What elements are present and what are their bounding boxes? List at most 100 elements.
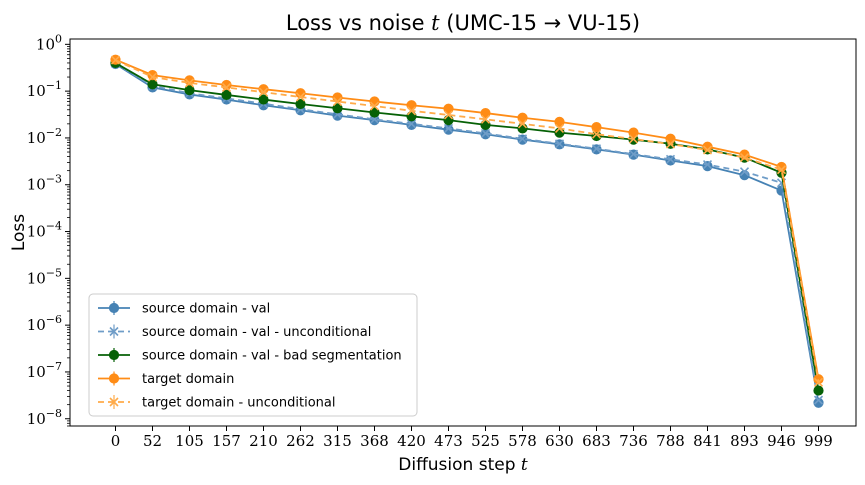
series-5-point xyxy=(628,134,639,144)
series-5-point xyxy=(369,101,380,111)
series-4-line xyxy=(115,58,820,380)
series-2-point xyxy=(591,144,602,154)
series-3-point xyxy=(443,115,454,126)
series-3-point xyxy=(517,123,528,134)
series-3-point xyxy=(184,85,195,96)
x-tick-label: 683 xyxy=(582,432,611,450)
legend-item: source domain - val - unconditional xyxy=(98,324,371,340)
series-3-point xyxy=(332,103,343,114)
series-1-point xyxy=(813,397,824,408)
x-tick-label: 105 xyxy=(175,432,204,450)
series-5-point xyxy=(221,82,232,92)
series-4 xyxy=(110,54,824,385)
series-2-point xyxy=(480,128,491,138)
series-5-point xyxy=(258,87,269,97)
legend-label: source domain - val - unconditional xyxy=(142,325,371,340)
x-tick-label: 578 xyxy=(508,432,537,450)
x-tick-label: 999 xyxy=(804,432,833,450)
series-4-point xyxy=(665,133,676,144)
legend-swatch-point xyxy=(108,302,120,314)
legend-swatch-point xyxy=(108,349,120,361)
y-tick-label: 10−1 xyxy=(27,79,62,100)
x-tick-label: 420 xyxy=(397,432,426,450)
x-tick-label: 630 xyxy=(545,432,574,450)
series-5-point xyxy=(406,106,417,116)
series-5-point xyxy=(184,78,195,88)
chart-title: Loss vs noise t (UMC-15 → VU-15) xyxy=(286,11,640,35)
series-5-point xyxy=(702,145,713,155)
series-5-point xyxy=(776,165,787,175)
legend-swatch-point xyxy=(108,373,120,384)
series-2-point xyxy=(406,119,417,129)
legend-label: source domain - val xyxy=(142,302,270,317)
legend-item: target domain - unconditional xyxy=(98,395,335,411)
series-4-point xyxy=(480,107,491,119)
series-5-point xyxy=(554,123,565,133)
series-3-point xyxy=(221,89,232,101)
series-4-point xyxy=(443,103,454,114)
series-4-point xyxy=(813,374,824,385)
series-2-line xyxy=(115,62,820,401)
series-1-point xyxy=(665,155,676,166)
series-5-point xyxy=(332,96,343,107)
x-axis: 0 52 105 157 210 262 315 368 420 473 525 578 630 683 7… xyxy=(111,426,833,450)
x-tick-label: 946 xyxy=(767,432,796,450)
series-2-point xyxy=(665,154,676,164)
series-4-point xyxy=(554,116,565,128)
series-4-point xyxy=(628,127,639,138)
x-tick-label: 157 xyxy=(212,432,241,450)
x-tick-label: 525 xyxy=(471,432,500,450)
series-2-point xyxy=(702,159,713,170)
series-layer xyxy=(110,54,824,408)
series-5-point xyxy=(295,92,306,102)
x-tick-label: 368 xyxy=(360,432,389,450)
y-axis-label: Loss xyxy=(9,214,29,251)
series-3-point xyxy=(295,98,306,110)
y-tick-label: 10−3 xyxy=(27,173,62,194)
x-tick-label: 262 xyxy=(286,432,315,450)
series-1-point xyxy=(702,161,713,172)
legend-label: target domain - unconditional xyxy=(142,396,335,411)
y-tick-label: 10−7 xyxy=(27,360,62,381)
x-axis-label: Diffusion step t xyxy=(398,455,528,475)
series-2-point xyxy=(517,134,528,144)
y-tick-label: 10−5 xyxy=(27,266,62,287)
plot-border xyxy=(69,38,857,427)
series-5-point xyxy=(517,119,528,129)
series-2-point xyxy=(554,139,565,149)
series-4-point xyxy=(369,96,380,107)
y-tick-label: 100 xyxy=(36,32,62,53)
series-2-point xyxy=(443,123,454,133)
series-4-point xyxy=(702,141,713,152)
x-tick-label: 210 xyxy=(249,432,278,450)
legend-item: source domain - val - bad segmentation xyxy=(98,348,402,364)
x-tick-label: 841 xyxy=(693,432,722,450)
legend: source domain - val source domain - val -… xyxy=(88,293,418,417)
x-tick-label: 736 xyxy=(619,432,648,450)
series-5 xyxy=(110,55,824,387)
series-4-point xyxy=(591,122,602,133)
x-tick-label: 893 xyxy=(730,432,759,450)
legend-item: source domain - val xyxy=(98,301,270,317)
series-2-point xyxy=(739,167,750,177)
series-5-point xyxy=(480,114,491,124)
x-tick-label: 52 xyxy=(143,432,162,450)
y-tick-label: 10−2 xyxy=(27,126,62,147)
x-tick-label: 788 xyxy=(656,432,685,450)
y-tick-label: 10−6 xyxy=(27,313,62,334)
legend-label: source domain - val - bad segmentation xyxy=(142,349,402,364)
series-3-point xyxy=(369,107,380,118)
y-axis: 100 10−1 10−2 10−3 10−4 10−5 10−6 10−7 10−8 xyxy=(27,32,70,428)
x-tick-label: 315 xyxy=(323,432,352,450)
series-2-point xyxy=(628,149,639,159)
series-5-point xyxy=(739,153,750,163)
series-5-point xyxy=(591,129,602,139)
series-1-line xyxy=(115,63,820,403)
y-tick-label: 10−4 xyxy=(27,220,62,241)
series-5-point xyxy=(443,110,454,120)
series-5-point xyxy=(147,72,158,82)
series-5-point xyxy=(110,55,121,65)
series-5-point xyxy=(665,139,676,149)
series-3-point xyxy=(591,130,602,142)
series-3-point xyxy=(813,385,824,396)
